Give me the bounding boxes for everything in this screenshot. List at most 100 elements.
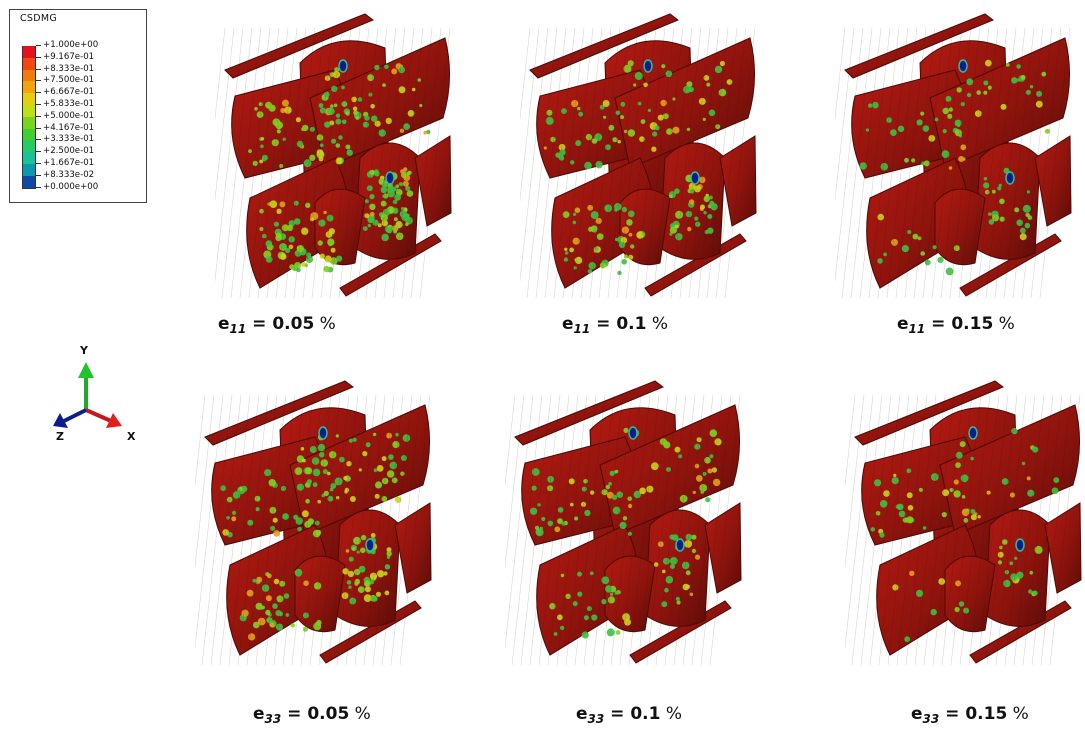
damage-speckle xyxy=(988,212,992,216)
damage-speckle xyxy=(573,266,577,270)
damage-speckle xyxy=(386,470,395,478)
damage-speckle xyxy=(938,578,946,585)
strain-symbol: e xyxy=(911,704,923,724)
damage-speckle xyxy=(702,471,707,476)
mesh-line xyxy=(239,27,271,299)
damage-speckle xyxy=(1029,85,1034,89)
damage-speckle xyxy=(348,585,352,589)
damage-speckle xyxy=(708,109,716,117)
mesh-line xyxy=(625,27,657,299)
damage-speckle xyxy=(930,608,937,616)
damage-speckle xyxy=(928,135,936,142)
damage-speckle xyxy=(260,144,264,149)
damage-speckle xyxy=(626,219,633,226)
mesh-line xyxy=(949,27,981,299)
damage-speckle xyxy=(1029,570,1034,575)
damage-speckle xyxy=(547,485,554,492)
damage-speckle xyxy=(353,110,358,116)
legend-label: +1.000e+00 xyxy=(43,40,99,50)
damage-speckle xyxy=(317,443,326,452)
damage-speckle xyxy=(992,214,1000,222)
strain-caption: e11 = 0.05 % xyxy=(218,314,336,336)
damage-speckle xyxy=(345,549,350,553)
legend-tick xyxy=(36,56,41,58)
damage-speckle xyxy=(715,124,721,130)
right-side-tube xyxy=(719,135,757,227)
mesh-line xyxy=(538,394,570,666)
mesh-line xyxy=(215,27,244,282)
damage-speckle xyxy=(685,570,691,576)
damage-speckle xyxy=(268,479,276,487)
legend-swatch xyxy=(22,46,36,58)
strain-subscript: 33 xyxy=(587,712,605,726)
damage-speckle xyxy=(276,129,281,134)
damage-speckle xyxy=(1026,190,1030,194)
top-plate xyxy=(844,13,995,79)
legend-entry: +5.000e-01 xyxy=(22,111,146,129)
mesh-line xyxy=(571,27,603,299)
damage-speckle xyxy=(358,565,366,573)
damage-speckle xyxy=(875,511,881,516)
damage-speckle xyxy=(360,547,366,554)
damage-speckle xyxy=(606,628,615,637)
damage-speckle xyxy=(307,518,314,525)
damage-speckle xyxy=(588,262,596,270)
damage-speckle xyxy=(675,210,684,219)
damage-speckle xyxy=(348,438,353,443)
damage-speckle xyxy=(354,568,361,576)
damage-speckle xyxy=(343,476,348,481)
damage-speckle xyxy=(924,259,931,266)
damage-speckle xyxy=(627,531,632,536)
damage-speckle xyxy=(923,160,930,167)
damage-speckle xyxy=(942,489,950,497)
strain-caption: e33 = 0.15 % xyxy=(911,704,1029,726)
damage-speckle xyxy=(316,134,324,141)
mesh-line xyxy=(356,27,388,299)
mesh-line xyxy=(646,394,678,666)
damage-speckle xyxy=(954,129,962,137)
damage-speckle xyxy=(987,85,992,90)
damage-speckle xyxy=(646,485,654,493)
damage-speckle xyxy=(384,64,389,70)
damage-speckle xyxy=(389,461,398,470)
mesh-line xyxy=(300,394,332,666)
critical-damage-spot xyxy=(1005,171,1015,185)
damage-speckle xyxy=(955,462,961,468)
damage-speckle xyxy=(699,484,708,492)
equals-sign: = xyxy=(604,704,631,724)
legend-label: +8.333e-01 xyxy=(43,63,95,74)
damage-speckle xyxy=(685,210,693,218)
damage-speckle xyxy=(879,500,888,508)
damage-speckle xyxy=(270,525,276,531)
damage-speckle xyxy=(1034,545,1043,554)
strain-value: 0.05 xyxy=(307,704,350,724)
damage-speckle xyxy=(257,617,266,626)
damage-speckle xyxy=(279,164,284,168)
damage-speckle xyxy=(565,251,569,255)
strain-value: 0.15 xyxy=(951,314,994,334)
damage-speckle xyxy=(1004,570,1010,575)
damage-speckle xyxy=(374,64,380,71)
legend-swatch xyxy=(22,69,36,82)
mesh-line xyxy=(922,27,954,299)
mesh-line xyxy=(913,27,945,299)
damage-speckle xyxy=(375,591,382,597)
damage-speckle xyxy=(639,136,645,142)
damage-speckle xyxy=(665,70,673,78)
damage-speckle xyxy=(357,97,363,102)
damage-speckle xyxy=(370,104,375,109)
mesh-line xyxy=(968,394,1000,666)
damage-speckle xyxy=(966,92,972,98)
damage-speckle xyxy=(368,92,373,97)
mesh-line xyxy=(520,27,531,120)
mesh-line xyxy=(1003,27,1035,299)
damage-speckle xyxy=(294,568,303,577)
damage-speckle xyxy=(679,494,688,503)
damage-speckle xyxy=(691,548,697,554)
legend-swatch xyxy=(22,93,36,105)
damage-speckle xyxy=(561,108,567,114)
damage-speckle xyxy=(371,115,378,122)
equals-sign: = xyxy=(939,704,966,724)
damage-speckle xyxy=(702,117,706,121)
damage-speckle xyxy=(574,516,579,521)
